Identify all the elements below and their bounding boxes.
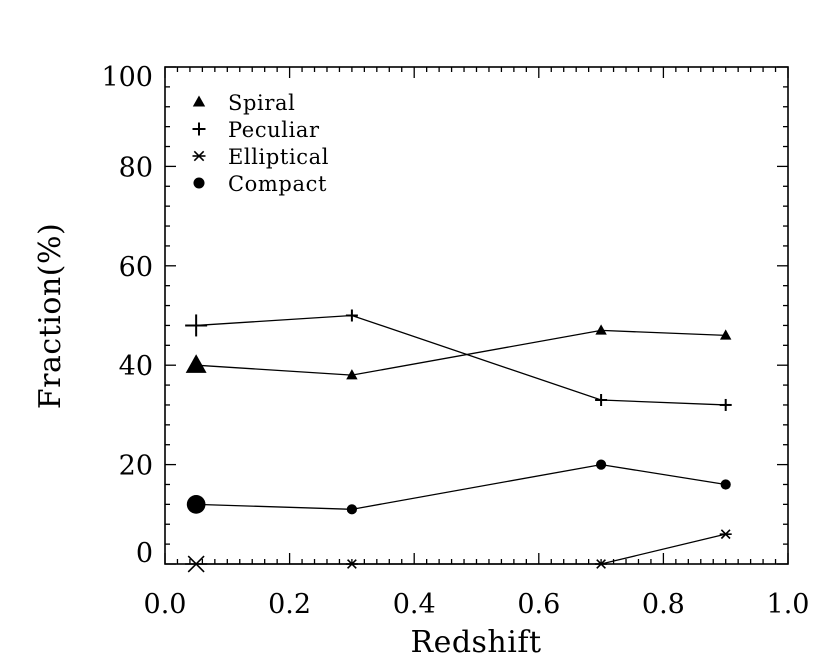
data-point-elliptical (719, 529, 732, 540)
series-line-peculiar (196, 314, 726, 406)
data-point-elliptical (595, 559, 608, 569)
y-tick-label: 80 (119, 152, 153, 183)
data-point-peculiar (595, 393, 608, 406)
data-point-spiral (720, 329, 732, 340)
x-tick-label: 1.0 (767, 589, 810, 620)
series-line-compact (196, 463, 726, 510)
data-point-peculiar (185, 314, 208, 337)
y-tick-label: 100 (101, 62, 153, 93)
x-tick-label: 0.8 (642, 589, 685, 620)
data-markers (185, 309, 732, 573)
y-axis-title: Fraction(%) (33, 223, 68, 409)
x-tick-label: 0.2 (268, 589, 311, 620)
legend-label-elliptical: Elliptical (228, 145, 329, 169)
data-point-elliptical (345, 559, 358, 569)
legend-marker-elliptical (192, 150, 206, 162)
y-tick-label: 60 (119, 252, 153, 283)
data-point-spiral (346, 369, 358, 380)
series-line-spiral (196, 329, 726, 376)
legend-marker-spiral (192, 95, 206, 107)
data-point-compact (186, 495, 206, 514)
series-line-elliptical (196, 533, 726, 565)
y-tick-label: 40 (119, 351, 153, 382)
y-tick-label: 20 (119, 451, 153, 482)
legend-label-compact: Compact (228, 172, 327, 196)
x-tick-label: 0.0 (144, 589, 187, 620)
data-point-spiral (185, 354, 207, 373)
legend-label-peculiar: Peculiar (228, 118, 320, 142)
x-axis-title: Redshift (410, 625, 541, 660)
x-tick-label: 0.6 (517, 589, 560, 620)
legend: Spiral Peculiar Elliptical Compact (192, 91, 329, 196)
legend-label-spiral: Spiral (228, 91, 295, 115)
x-tick-label: 0.4 (393, 589, 436, 620)
legend-marker-compact (193, 177, 205, 189)
axis-ticks (164, 66, 789, 565)
legend-marker-peculiar (192, 122, 206, 136)
data-point-compact (720, 479, 731, 490)
data-point-spiral (595, 324, 607, 335)
data-point-peculiar (719, 398, 732, 411)
y-tick-label: 0 (136, 538, 153, 569)
tick-labels: 0.0 0.2 0.4 0.6 0.8 1.0 0 20 40 60 80 100 (101, 62, 809, 620)
data-point-elliptical (185, 555, 208, 573)
data-point-compact (346, 504, 357, 515)
series-lines (196, 314, 726, 565)
data-point-compact (596, 459, 607, 470)
data-point-peculiar (345, 309, 358, 322)
